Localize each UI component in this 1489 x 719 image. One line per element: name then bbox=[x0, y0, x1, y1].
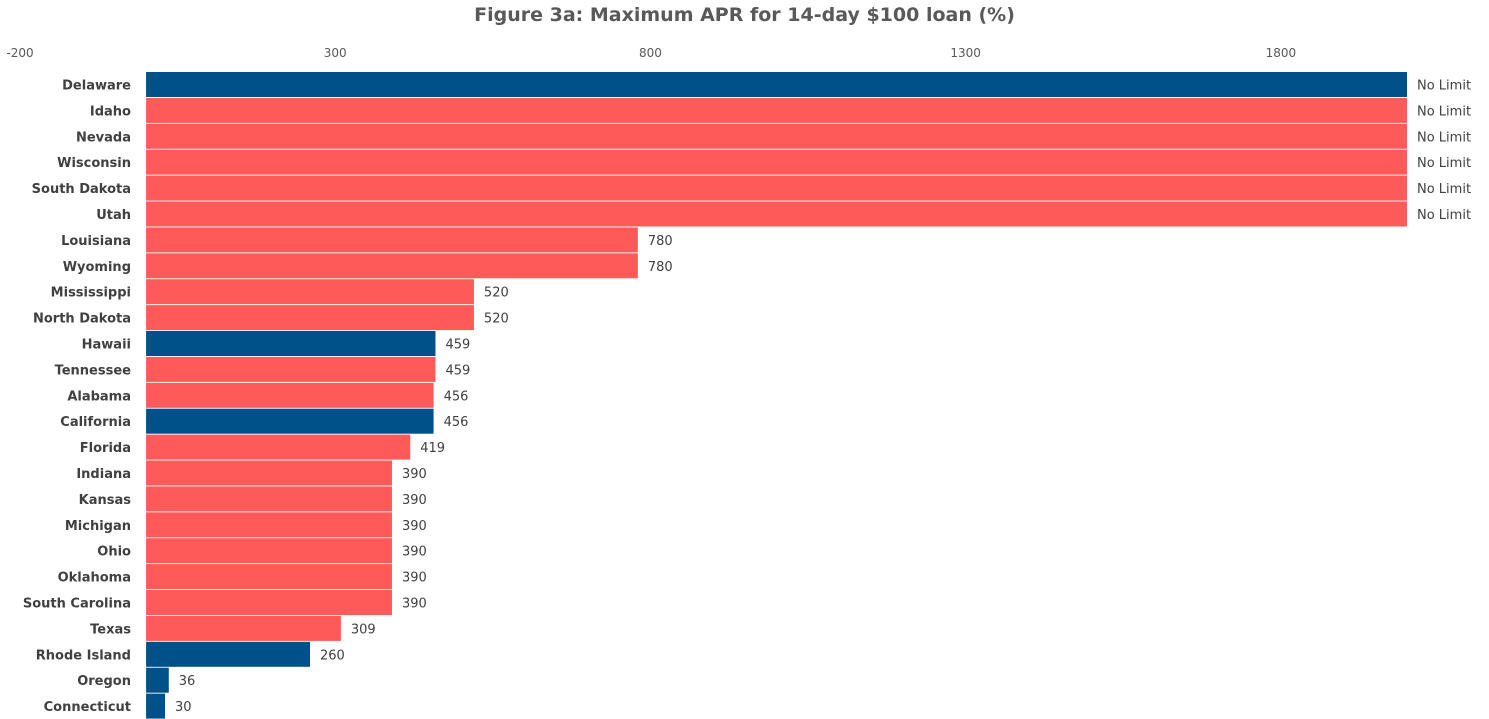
bar-utah bbox=[146, 201, 1407, 227]
category-label: South Dakota bbox=[32, 182, 131, 197]
category-label: North Dakota bbox=[33, 312, 131, 327]
category-label: Louisiana bbox=[61, 234, 131, 249]
bar-oregon bbox=[146, 667, 169, 693]
data-label: 390 bbox=[402, 467, 427, 482]
category-label: South Carolina bbox=[23, 597, 131, 612]
data-label: No Limit bbox=[1417, 130, 1471, 145]
x-tick-label: -200 bbox=[6, 46, 33, 60]
category-label: Mississippi bbox=[51, 286, 131, 301]
category-label: Kansas bbox=[79, 493, 132, 508]
bar-alabama bbox=[146, 382, 434, 408]
category-label: Oklahoma bbox=[58, 571, 131, 586]
bar-connecticut bbox=[146, 693, 166, 719]
category-label: Delaware bbox=[62, 79, 131, 94]
category-label: California bbox=[60, 415, 131, 430]
data-label: No Limit bbox=[1417, 79, 1471, 94]
category-label: Florida bbox=[80, 441, 131, 456]
data-label: 780 bbox=[648, 234, 673, 249]
x-tick-label: 1300 bbox=[950, 46, 981, 60]
category-label: Indiana bbox=[76, 467, 131, 482]
bar-nevada bbox=[146, 123, 1407, 149]
category-label: Nevada bbox=[76, 130, 131, 145]
category-label: Oregon bbox=[77, 674, 131, 689]
data-label: No Limit bbox=[1417, 208, 1471, 223]
data-label: 456 bbox=[444, 389, 469, 404]
data-label: 520 bbox=[484, 312, 509, 327]
x-tick-label: 300 bbox=[324, 46, 347, 60]
data-label: No Limit bbox=[1417, 104, 1471, 119]
data-label: 459 bbox=[445, 338, 470, 353]
bar-mississippi bbox=[146, 279, 474, 305]
data-label: 520 bbox=[484, 286, 509, 301]
data-label: 30 bbox=[175, 700, 192, 715]
bar-tennessee bbox=[146, 356, 436, 382]
category-label: Alabama bbox=[67, 389, 131, 404]
bar-florida bbox=[146, 434, 411, 460]
bar-south-dakota bbox=[146, 175, 1407, 201]
bar-idaho bbox=[146, 97, 1407, 123]
bar-ohio bbox=[146, 538, 392, 564]
data-label: 390 bbox=[402, 493, 427, 508]
data-label: 459 bbox=[445, 363, 470, 378]
category-label: Hawaii bbox=[82, 338, 131, 353]
bar-north-dakota bbox=[146, 305, 474, 331]
data-label: 390 bbox=[402, 571, 427, 586]
bar-wyoming bbox=[146, 253, 638, 279]
bar-wisconsin bbox=[146, 149, 1407, 175]
bar-michigan bbox=[146, 512, 392, 538]
bar-south-carolina bbox=[146, 590, 392, 615]
bar-indiana bbox=[146, 460, 392, 486]
data-label: No Limit bbox=[1417, 182, 1471, 197]
category-label: Ohio bbox=[97, 545, 131, 560]
chart-title: Figure 3a: Maximum APR for 14-day $100 l… bbox=[474, 4, 1015, 26]
category-label: Connecticut bbox=[44, 700, 131, 715]
category-label: Utah bbox=[96, 208, 131, 223]
bar-delaware bbox=[146, 72, 1407, 97]
bar-rhode-island bbox=[146, 641, 311, 667]
data-label: 780 bbox=[648, 260, 673, 275]
data-label: 419 bbox=[420, 441, 445, 456]
category-label: Wyoming bbox=[63, 260, 131, 275]
category-label: Texas bbox=[90, 622, 131, 637]
data-label: 36 bbox=[179, 674, 196, 689]
data-label: 309 bbox=[351, 622, 376, 637]
x-tick-label: 800 bbox=[639, 46, 662, 60]
category-label: Michigan bbox=[65, 519, 131, 534]
bar-hawaii bbox=[146, 331, 436, 356]
category-label: Idaho bbox=[90, 104, 131, 119]
data-label: 390 bbox=[402, 597, 427, 612]
x-tick-label: 1800 bbox=[1266, 46, 1297, 60]
bar-california bbox=[146, 408, 434, 434]
data-label: 390 bbox=[402, 545, 427, 560]
category-label: Wisconsin bbox=[57, 156, 131, 171]
data-label: No Limit bbox=[1417, 156, 1471, 171]
category-label: Tennessee bbox=[55, 363, 132, 378]
category-label: Rhode Island bbox=[36, 648, 131, 663]
bar-oklahoma bbox=[146, 564, 392, 590]
data-label: 390 bbox=[402, 519, 427, 534]
data-label: 456 bbox=[444, 415, 469, 430]
bar-louisiana bbox=[146, 227, 638, 253]
bar-kansas bbox=[146, 486, 392, 512]
bar-texas bbox=[146, 615, 341, 641]
data-label: 260 bbox=[320, 648, 345, 663]
